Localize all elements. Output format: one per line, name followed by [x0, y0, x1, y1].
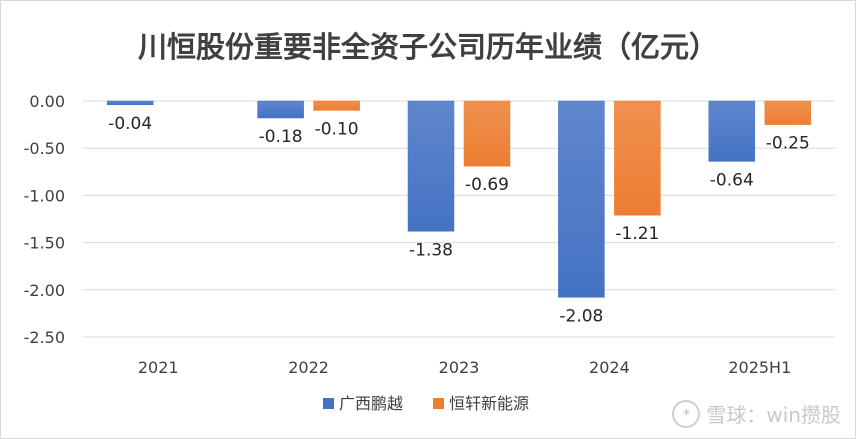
y-tick-label: -1.50	[24, 234, 65, 253]
xueqiu-logo-icon: ✶	[672, 399, 701, 428]
x-axis: 2021 2022 2023 2024 2025H1	[138, 358, 791, 377]
chart-title: 川恒股份重要非全资子公司历年业绩（亿元）	[138, 30, 718, 64]
legend[interactable]: 广西鹏越 恒轩新能源	[323, 394, 529, 413]
legend-swatch	[433, 398, 444, 409]
data-label: -1.21	[615, 224, 659, 244]
x-tick-label: 2022	[288, 358, 329, 377]
data-labels: -0.04 -0.18 -0.10 -1.38 -0.69 -2.08 -1.21 -0.64…	[108, 114, 810, 327]
bar-广西鹏越-2023[interactable]	[407, 100, 455, 232]
y-tick-label: 0.00	[29, 92, 65, 111]
x-tick-label: 2025H1	[728, 358, 791, 377]
y-tick-label: -2.50	[24, 328, 65, 347]
bar-恒轩新能源-2023[interactable]	[463, 100, 511, 167]
x-tick-label: 2024	[589, 358, 630, 377]
data-label: -0.04	[108, 114, 152, 134]
data-label: -1.38	[409, 240, 453, 260]
bar-恒轩新能源-2024[interactable]	[614, 100, 661, 216]
data-label: -0.18	[259, 127, 303, 147]
legend-swatch	[323, 398, 334, 409]
bar-广西鹏越-2024[interactable]	[558, 100, 605, 298]
y-tick-label: -2.00	[24, 281, 65, 300]
legend-label: 广西鹏越	[339, 394, 403, 413]
legend-label: 恒轩新能源	[449, 394, 529, 413]
bar-恒轩新能源-2025H1[interactable]	[764, 100, 812, 125]
bar-广西鹏越-2021[interactable]	[106, 100, 154, 106]
x-tick-label: 2023	[439, 358, 480, 377]
x-tick-label: 2021	[138, 358, 179, 377]
y-axis: 0.00 -0.50 -1.00 -1.50 -2.00 -2.50	[24, 92, 65, 347]
watermark: ✶ 雪球：win攒股	[672, 399, 841, 428]
bar-恒轩新能源-2022[interactable]	[313, 100, 360, 111]
data-label: -0.25	[766, 134, 810, 154]
bar-广西鹏越-2025H1[interactable]	[708, 100, 756, 162]
y-tick-label: -1.00	[24, 186, 65, 205]
data-label: -0.64	[710, 170, 754, 190]
y-tick-label: -0.50	[24, 139, 65, 158]
data-label: -0.10	[315, 119, 359, 139]
bars	[106, 100, 812, 298]
bar-广西鹏越-2022[interactable]	[257, 100, 304, 119]
watermark-text: 雪球：win攒股	[706, 403, 841, 427]
data-label: -2.08	[559, 306, 603, 326]
data-label: -0.69	[465, 175, 509, 195]
